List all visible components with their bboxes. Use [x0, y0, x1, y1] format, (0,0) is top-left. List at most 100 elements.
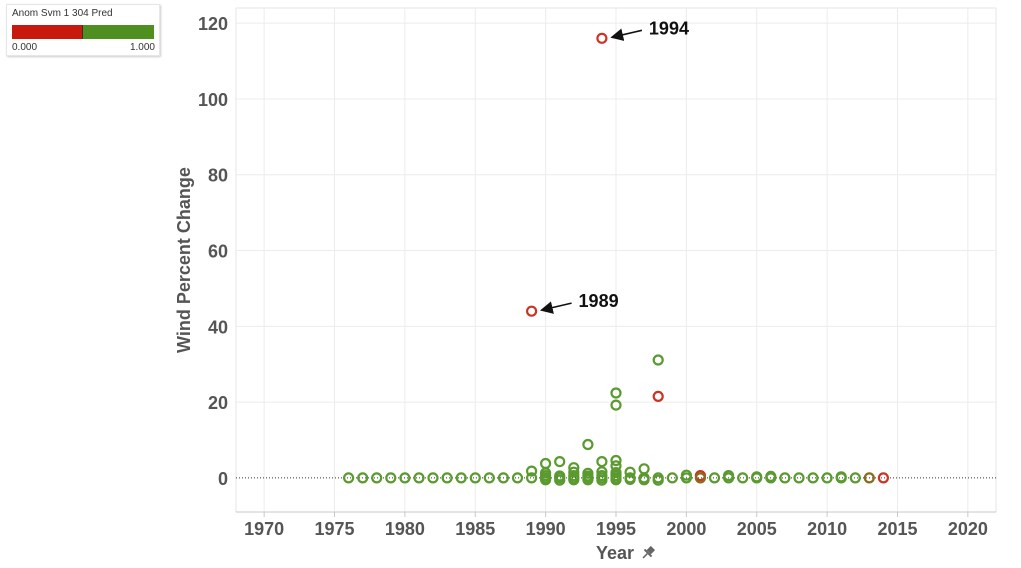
normal-data-point[interactable]	[610, 399, 622, 411]
legend-title: Anom Svm 1 304 Pred	[12, 8, 113, 19]
normal-data-point[interactable]	[610, 474, 622, 486]
y-tick-label: 100	[198, 90, 228, 110]
normal-data-point[interactable]	[638, 474, 650, 486]
normal-data-point[interactable]	[624, 466, 636, 478]
legend-color-ramp	[12, 25, 154, 39]
x-tick-label: 1990	[526, 519, 566, 539]
anomaly-data-point[interactable]	[596, 32, 608, 44]
normal-data-point[interactable]	[765, 470, 777, 482]
normal-data-point[interactable]	[849, 472, 861, 484]
normal-data-point[interactable]	[596, 470, 608, 482]
normal-data-point[interactable]	[652, 474, 664, 486]
color-legend: Anom Svm 1 304 Pred 0.000 1.000	[6, 4, 160, 56]
normal-data-point[interactable]	[525, 465, 538, 477]
pin-collar	[643, 548, 653, 558]
normal-data-point[interactable]	[539, 457, 552, 470]
normal-data-point[interactable]	[582, 438, 594, 451]
normal-data-point[interactable]	[751, 471, 763, 483]
normal-data-point[interactable]	[385, 472, 397, 484]
legend-low-segment	[12, 25, 83, 39]
pin-icon[interactable]	[640, 545, 657, 562]
normal-data-point[interactable]	[624, 473, 636, 485]
normal-data-point[interactable]	[596, 466, 608, 478]
normal-data-point[interactable]	[610, 454, 622, 467]
normal-data-point[interactable]	[399, 472, 411, 484]
annotation-label: 1989	[579, 291, 619, 311]
normal-data-point[interactable]	[610, 467, 622, 479]
mixed-data-point[interactable]	[694, 472, 707, 484]
normal-data-point[interactable]	[793, 472, 805, 484]
normal-data-point[interactable]	[427, 472, 439, 484]
normal-data-point[interactable]	[413, 472, 425, 484]
x-tick-label: 1995	[596, 519, 636, 539]
x-tick-label: 1980	[385, 519, 425, 539]
normal-data-point[interactable]	[582, 467, 594, 479]
anomaly-data-point[interactable]	[877, 472, 890, 484]
normal-data-point[interactable]	[722, 470, 735, 482]
normal-data-point[interactable]	[539, 474, 552, 486]
normal-data-point[interactable]	[807, 472, 819, 484]
y-axis-title: Wind Percent Change	[174, 167, 194, 353]
normal-data-point[interactable]	[511, 472, 524, 484]
grid-lines	[236, 8, 996, 512]
normal-data-point[interactable]	[441, 472, 453, 484]
normal-data-point[interactable]	[821, 472, 833, 484]
normal-data-point[interactable]	[680, 469, 693, 481]
normal-data-point[interactable]	[638, 463, 650, 475]
pin-needle	[642, 553, 648, 559]
x-tick-label: 2015	[877, 519, 917, 539]
annotation-label: 1994	[649, 18, 689, 38]
normal-data-point[interactable]	[596, 456, 608, 468]
normal-data-point[interactable]	[343, 472, 355, 484]
normal-data-point[interactable]	[525, 472, 538, 484]
normal-data-point[interactable]	[483, 472, 495, 484]
y-tick-label: 60	[208, 242, 228, 262]
normal-data-point[interactable]	[835, 471, 847, 483]
normal-data-point[interactable]	[357, 472, 369, 484]
annotation-arrow	[539, 301, 572, 314]
y-tick-label: 20	[208, 393, 228, 413]
normal-data-point[interactable]	[371, 472, 383, 484]
y-tick-label: 40	[208, 317, 228, 337]
normal-data-point[interactable]	[568, 474, 580, 486]
normal-data-point[interactable]	[568, 466, 580, 478]
normal-data-point[interactable]	[610, 460, 622, 472]
normal-data-point[interactable]	[652, 354, 664, 366]
normal-data-point[interactable]	[737, 472, 749, 484]
y-tick-label: 0	[218, 469, 228, 489]
normal-data-point[interactable]	[779, 472, 791, 484]
x-axis-title: Year	[596, 543, 634, 563]
y-tick-label: 80	[208, 166, 228, 186]
normal-data-point[interactable]	[469, 472, 481, 484]
axes: 1970 1975 1980 1985 1990 1995 2000 2005 2010 2015…	[198, 14, 996, 539]
legend-high-segment	[83, 25, 154, 39]
normal-data-point[interactable]	[497, 472, 509, 484]
normal-data-point[interactable]	[582, 474, 594, 486]
normal-data-point[interactable]	[554, 474, 566, 486]
x-tick-label: 1975	[314, 519, 354, 539]
normal-data-point[interactable]	[455, 472, 467, 484]
anomaly-data-point[interactable]	[652, 390, 664, 402]
y-tick-label: 120	[198, 14, 228, 34]
annotations: 1994 1989	[539, 18, 689, 314]
x-tick-label: 2020	[948, 519, 988, 539]
legend-split-marker	[82, 25, 83, 39]
x-tick-label: 2000	[666, 519, 706, 539]
normal-data-point[interactable]	[554, 456, 566, 468]
normal-data-point[interactable]	[610, 387, 622, 399]
normal-data-point[interactable]	[568, 470, 580, 482]
x-tick-label: 2005	[737, 519, 777, 539]
normal-data-point[interactable]	[554, 470, 566, 482]
x-tick-label: 2010	[807, 519, 847, 539]
mixed-data-point[interactable]	[863, 472, 875, 484]
x-tick-label: 1985	[455, 519, 495, 539]
legend-min-label: 0.000	[12, 42, 38, 53]
normal-data-point[interactable]	[568, 462, 580, 474]
normal-data-point[interactable]	[708, 472, 721, 484]
x-tick-label: 1970	[244, 519, 284, 539]
normal-data-point[interactable]	[666, 472, 678, 484]
anomaly-data-point[interactable]	[525, 305, 538, 317]
data-points	[343, 32, 890, 486]
legend-max-label: 1.000	[129, 42, 155, 53]
